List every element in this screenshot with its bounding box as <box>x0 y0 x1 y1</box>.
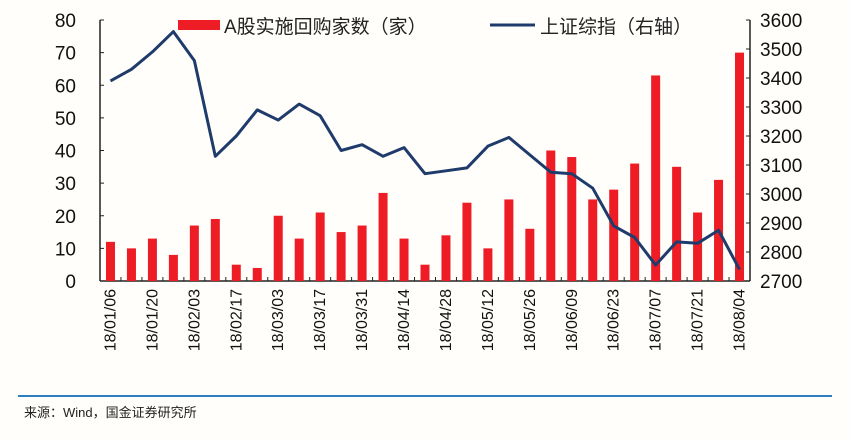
x-tick-label: 18/06/23 <box>606 289 623 351</box>
bar <box>294 238 304 281</box>
right-tick-label: 2900 <box>760 214 802 235</box>
right-tick-label: 3200 <box>760 127 802 148</box>
left-tick-label: 0 <box>65 272 76 293</box>
divider <box>18 395 832 397</box>
bar <box>609 189 619 281</box>
left-tick-label: 10 <box>55 239 76 260</box>
right-tick-label: 2800 <box>760 243 802 264</box>
bar <box>336 232 346 281</box>
x-tick-label: 18/01/06 <box>102 289 119 351</box>
x-tick-label: 18/03/03 <box>270 289 287 351</box>
bar <box>210 219 220 281</box>
left-tick-label: 40 <box>55 142 76 163</box>
bar <box>693 212 703 281</box>
right-tick-label: 3500 <box>760 40 802 61</box>
x-tick-label: 18/05/26 <box>522 289 539 351</box>
x-tick-label: 18/06/09 <box>564 289 581 351</box>
left-tick-label: 60 <box>55 76 76 97</box>
bar <box>735 52 745 281</box>
right-tick-label: 2700 <box>760 272 802 293</box>
bar <box>189 225 199 281</box>
bar <box>420 264 430 281</box>
x-tick-label: 18/04/14 <box>396 289 413 351</box>
bar <box>168 254 178 281</box>
bar <box>252 267 262 281</box>
bar <box>567 157 577 281</box>
bar <box>651 75 661 282</box>
bar <box>399 238 409 281</box>
bar <box>630 163 640 281</box>
x-tick-label: 18/05/12 <box>480 289 497 351</box>
x-tick-label: 18/07/21 <box>690 289 707 351</box>
x-tick-label: 18/03/17 <box>312 289 329 351</box>
bar <box>462 202 472 281</box>
bar <box>546 150 556 281</box>
right-tick-label: 3100 <box>760 156 802 177</box>
bar <box>588 199 598 281</box>
legend-bar-label: A股实施回购家数（家） <box>224 16 427 38</box>
index-line <box>109 30 741 271</box>
x-tick-label: 18/04/28 <box>438 289 455 351</box>
bar <box>147 238 157 281</box>
x-tick-label: 18/02/17 <box>228 289 245 351</box>
bar <box>378 192 388 281</box>
bar <box>483 248 493 281</box>
bar <box>504 199 514 281</box>
bar <box>105 241 115 281</box>
legend-line-label: 上证综指（右轴） <box>540 16 692 38</box>
right-tick-label: 3600 <box>760 11 802 32</box>
bar <box>357 225 367 281</box>
x-tick-label: 18/08/04 <box>732 289 749 351</box>
bar <box>441 235 451 281</box>
bar <box>525 228 535 281</box>
left-tick-label: 80 <box>55 11 76 32</box>
bar <box>126 248 136 281</box>
left-tick-label: 20 <box>55 207 76 228</box>
left-tick-label: 30 <box>55 174 76 195</box>
x-tick-label: 18/03/31 <box>354 289 371 351</box>
source-note: 来源：Wind，国金证券研究所 <box>24 405 197 420</box>
x-tick-label: 18/07/07 <box>648 289 665 351</box>
x-tick-label: 18/01/20 <box>144 289 161 351</box>
bar <box>273 215 283 281</box>
bar <box>231 264 241 281</box>
x-tick-label: 18/02/03 <box>186 289 203 351</box>
combo-chart: 0 10 20 30 40 50 60 70 80 2700 2800 2900 3000 3100 320… <box>55 11 802 351</box>
bar <box>315 212 325 281</box>
right-tick-label: 3300 <box>760 98 802 119</box>
right-tick-label: 3400 <box>760 69 802 90</box>
left-tick-label: 70 <box>55 44 76 65</box>
bar <box>672 166 682 281</box>
left-tick-label: 50 <box>55 109 76 130</box>
legend-bar-swatch <box>178 20 220 30</box>
right-tick-label: 3000 <box>760 185 802 206</box>
